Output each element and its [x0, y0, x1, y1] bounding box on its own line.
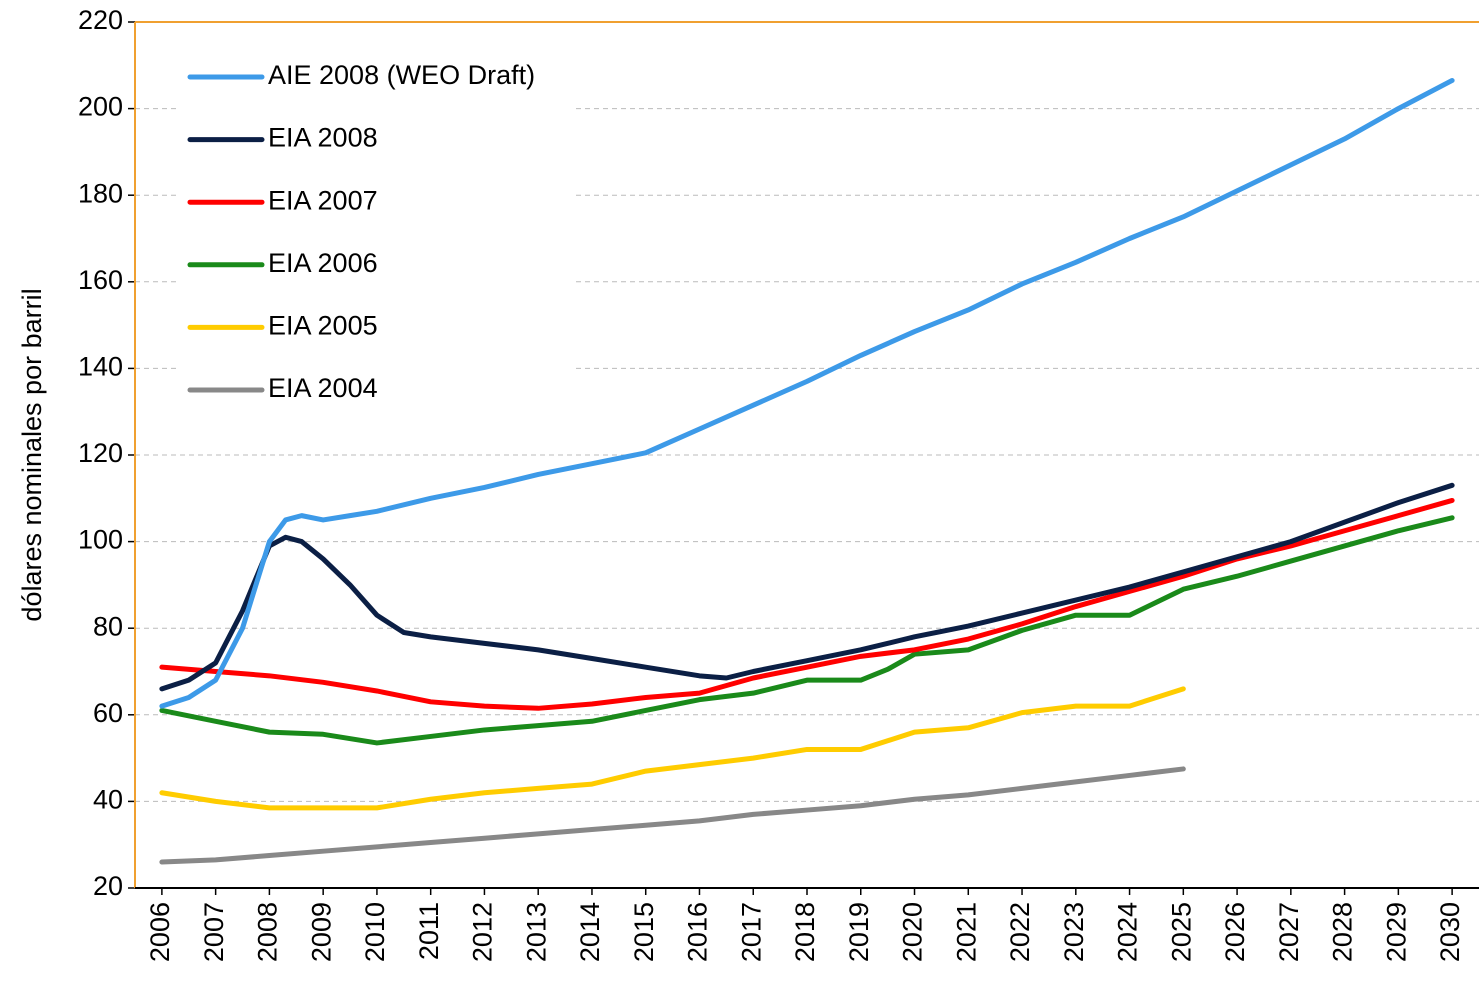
x-tick-label: 2008: [253, 902, 283, 962]
y-tick-label: 80: [93, 611, 123, 641]
x-tick-label: 2024: [1113, 902, 1143, 962]
y-tick-label: 20: [93, 871, 123, 901]
x-tick-label: 2023: [1059, 902, 1089, 962]
legend-label: EIA 2004: [268, 373, 378, 403]
legend-label: EIA 2005: [268, 311, 378, 341]
x-tick-label: 2019: [844, 902, 874, 962]
x-tick-label: 2013: [521, 902, 551, 962]
x-tick-label: 2028: [1328, 902, 1358, 962]
x-tick-label: 2016: [683, 902, 713, 962]
x-tick-label: 2021: [951, 902, 981, 962]
x-tick-label: 2010: [360, 902, 390, 962]
series-line: [159, 766, 1186, 865]
series-line: [159, 515, 1455, 746]
legend-label: EIA 2007: [268, 185, 378, 215]
y-tick-label: 220: [78, 5, 123, 35]
series-line: [159, 497, 1455, 711]
x-tick-label: 2009: [306, 902, 336, 962]
y-axis-label: dólares nominales por barril: [17, 288, 47, 621]
x-tick-label: 2029: [1381, 902, 1411, 962]
y-tick-label: 60: [93, 698, 123, 728]
x-tick-label: 2025: [1166, 902, 1196, 962]
legend-label: EIA 2006: [268, 248, 378, 278]
x-tick-label: 2027: [1274, 902, 1304, 962]
legend-label: EIA 2008: [268, 123, 378, 153]
y-tick-label: 40: [93, 785, 123, 815]
x-tick-label: 2022: [1005, 902, 1035, 962]
series-line: [159, 686, 1186, 811]
x-tick-label: 2020: [898, 902, 928, 962]
legend-label: AIE 2008 (WEO Draft): [268, 60, 535, 90]
x-tick-label: 2006: [145, 902, 175, 962]
x-tick-label: 2014: [575, 902, 605, 962]
legend-box: [180, 50, 575, 420]
y-tick-label: 180: [78, 178, 123, 208]
x-tick-label: 2030: [1435, 902, 1465, 962]
x-tick-label: 2007: [199, 902, 229, 962]
x-tick-label: 2026: [1220, 902, 1250, 962]
x-tick-label: 2017: [736, 902, 766, 962]
y-tick-label: 200: [78, 92, 123, 122]
series-line: [159, 77, 1455, 709]
x-tick-label: 2012: [468, 902, 498, 962]
x-tick-label: 2011: [414, 902, 444, 960]
series-line: [159, 482, 1455, 692]
y-tick-label: 140: [78, 352, 123, 382]
y-tick-label: 100: [78, 525, 123, 555]
y-tick-label: 160: [78, 265, 123, 295]
x-tick-label: 2018: [790, 902, 820, 962]
x-tick-label: 2015: [629, 902, 659, 962]
y-tick-label: 120: [78, 438, 123, 468]
